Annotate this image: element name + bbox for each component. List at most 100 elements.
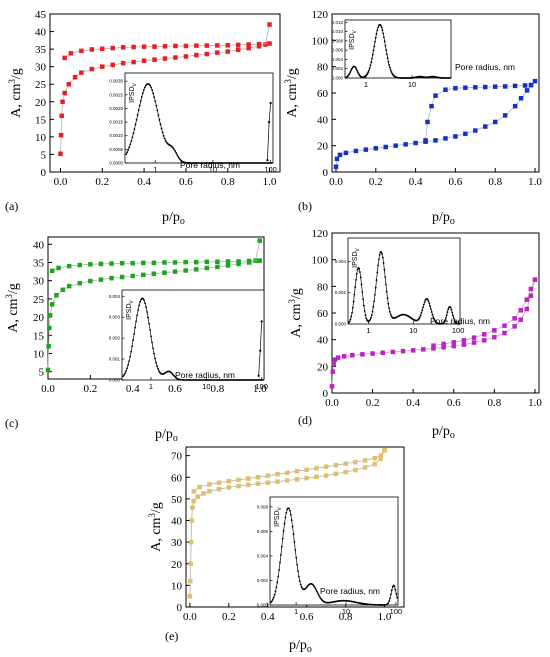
- psd-point: [295, 556, 298, 559]
- inset-x-label: Pore radius, nm: [455, 62, 515, 72]
- psd-point: [349, 70, 352, 73]
- desorption-point: [215, 259, 220, 265]
- psd-point: [374, 286, 377, 289]
- psd-point: [370, 314, 373, 317]
- adsorption-point: [98, 277, 104, 282]
- adsorption-point: [141, 272, 146, 278]
- psd-point: [384, 44, 387, 47]
- psd-point: [451, 311, 454, 314]
- psd-point: [391, 585, 394, 588]
- y-tick-label: 120: [312, 228, 329, 240]
- y-tick-label: 80: [317, 62, 329, 74]
- psd-point: [261, 379, 264, 381]
- desorption-line: [193, 449, 385, 492]
- inset-y-label: IPSDV: [349, 30, 358, 50]
- adsorption-point: [265, 480, 270, 485]
- adsorption-point: [275, 479, 280, 484]
- psd-end-point: [269, 101, 272, 105]
- desorption-point: [110, 45, 115, 51]
- desorption-point: [204, 259, 210, 265]
- desorption-point: [362, 458, 368, 463]
- adsorption-point: [49, 302, 55, 307]
- adsorption-point: [188, 539, 194, 545]
- psd-point: [348, 72, 351, 75]
- psd-point: [355, 278, 357, 281]
- inset-y-tick-label: 0.008: [257, 504, 269, 509]
- psd-point: [372, 49, 375, 52]
- desorption-point: [109, 261, 114, 266]
- psd-point: [125, 153, 128, 156]
- psd-point: [458, 323, 461, 325]
- inset-y-tick-label: 0.001: [109, 357, 121, 362]
- adsorption-point: [46, 343, 51, 349]
- desorption-point: [502, 323, 507, 328]
- adsorption-point: [502, 113, 508, 118]
- psd-point: [141, 92, 144, 95]
- y-tick-label: 40: [317, 335, 329, 347]
- psd-point: [354, 66, 357, 69]
- desorption-point: [256, 41, 262, 47]
- psd-point: [386, 297, 389, 300]
- psd-end-line: [258, 321, 263, 376]
- psd-point: [129, 355, 131, 358]
- psd-point: [145, 84, 147, 87]
- psd-point: [378, 254, 381, 256]
- psd-point: [383, 40, 386, 43]
- psd-point: [139, 100, 142, 102]
- inset-psd: 1 10 100 0.0000 0.0005 0.0010 0.0015 0.0020 0.00…: [109, 72, 277, 174]
- adsorption-point: [226, 485, 232, 490]
- psd-point: [351, 311, 353, 314]
- y-tick-label: 25: [35, 79, 47, 91]
- psd-point: [365, 317, 368, 320]
- psd-point: [385, 290, 388, 293]
- psd-point: [351, 306, 354, 309]
- psd-point: [142, 297, 144, 300]
- psd-point: [372, 306, 375, 308]
- adsorption-point: [190, 505, 195, 510]
- desorption-point: [66, 263, 72, 269]
- psd-point: [388, 66, 391, 69]
- psd-point: [126, 151, 129, 154]
- desorption-point: [451, 340, 457, 345]
- x-tick-label: 0.4: [261, 611, 275, 623]
- desorption-point: [236, 477, 241, 483]
- psd-point: [298, 575, 300, 578]
- y-tick-label: 15: [33, 330, 45, 342]
- y-tick-label: 0: [41, 167, 47, 179]
- psd-point: [150, 335, 152, 338]
- x-tick-label: 0.6: [168, 383, 182, 395]
- inset-x-tick-label: 10: [209, 165, 217, 174]
- adsorption-point: [54, 293, 59, 298]
- psd-point: [361, 290, 364, 293]
- x-tick-label: 0.0: [183, 611, 197, 623]
- adsorption-point: [421, 347, 426, 352]
- psd-point: [138, 304, 140, 307]
- desorption-point: [524, 297, 530, 302]
- adsorption-point: [333, 471, 339, 477]
- psd-point: [143, 86, 146, 89]
- inset-y-label: IPSDV: [126, 300, 135, 320]
- inset-x-tick-label: 1: [149, 382, 153, 391]
- desorption-point: [68, 51, 74, 56]
- adsorption-point: [532, 78, 538, 84]
- psd-point: [422, 303, 425, 306]
- y-tick-label: 30: [171, 537, 183, 549]
- psd-point: [426, 298, 429, 301]
- adsorption-point: [263, 42, 268, 47]
- x-tick-label: 0.0: [41, 383, 55, 395]
- adsorption-point: [329, 384, 335, 389]
- chart-panel-2: 0.0 0.2 0.4 0.6 0.8 1.0 0 20 40 60 80 100 120 p/po A, …: [283, 9, 542, 227]
- psd-point: [389, 593, 392, 596]
- adsorption-point: [471, 340, 477, 345]
- desorption-point: [183, 43, 189, 49]
- adsorption-point: [463, 131, 468, 137]
- psd-point: [137, 109, 140, 112]
- adsorption-point: [60, 287, 66, 293]
- inset-x-tick-label: 10: [409, 326, 417, 335]
- adsorption-point: [193, 267, 199, 272]
- psd-point: [161, 131, 164, 134]
- desorption-point: [343, 461, 348, 466]
- psd-point: [135, 320, 137, 323]
- psd-point: [286, 508, 289, 511]
- psd-point: [381, 252, 383, 255]
